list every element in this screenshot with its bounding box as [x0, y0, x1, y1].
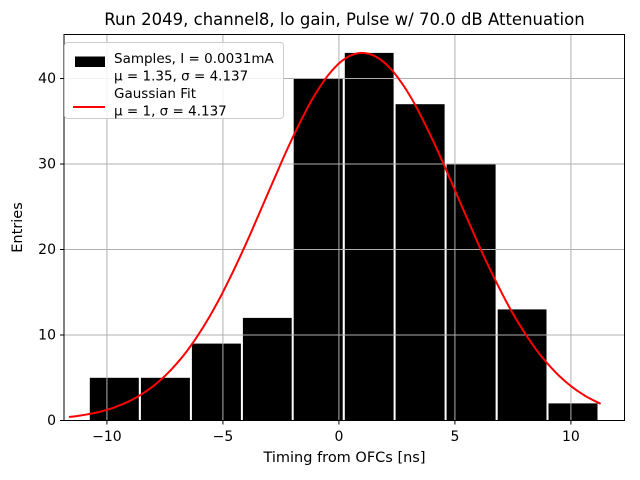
- y-tick-label: 0: [47, 413, 56, 429]
- legend-fit-label-line1: Gaussian Fit: [114, 86, 196, 102]
- x-tick-label: 5: [450, 429, 459, 445]
- histogram-bar: [89, 377, 139, 421]
- x-tick-label: 0: [334, 429, 343, 445]
- histogram-bar: [497, 309, 547, 421]
- y-tick-label: 10: [38, 328, 56, 344]
- legend-samples-label-line2: μ = 1.35, σ = 4.137: [114, 69, 248, 85]
- histogram-bar: [548, 403, 598, 421]
- histogram-bar: [395, 104, 445, 421]
- x-tick-label: 10: [562, 429, 580, 445]
- legend-box: [64, 42, 284, 119]
- histogram-bar: [446, 164, 496, 421]
- tick-labels: −10 −5 0 5 10 0 10 20 30 40: [38, 71, 580, 445]
- y-tick-label: 30: [38, 157, 56, 173]
- plot-frame: [63, 34, 625, 421]
- histogram-bar: [191, 343, 241, 421]
- histogram-bar: [344, 52, 394, 421]
- gaussian-fit-curve: [68, 51, 601, 418]
- y-axis-label: Entries: [10, 202, 26, 253]
- chart-title: Run 2049, channel8, lo gain, Pulse w/ 70…: [104, 10, 584, 29]
- legend-samples-label-line1: Samples, I = 0.0031mA: [114, 51, 274, 67]
- histogram-bar: [140, 377, 190, 421]
- x-axis-label: Timing from OFCs [ns]: [262, 450, 425, 466]
- axis-ticks: [60, 78, 572, 425]
- y-tick-label: 20: [38, 242, 56, 258]
- y-tick-label: 40: [38, 71, 56, 87]
- x-tick-label: −5: [213, 429, 234, 445]
- legend: Samples, I = 0.0031mA μ = 1.35, σ = 4.13…: [64, 42, 284, 120]
- histogram-bar: [242, 317, 292, 421]
- legend-samples-swatch-icon: [75, 56, 105, 67]
- legend-fit-label-line2: μ = 1, σ = 4.137: [114, 104, 227, 120]
- x-tick-label: −10: [92, 429, 122, 445]
